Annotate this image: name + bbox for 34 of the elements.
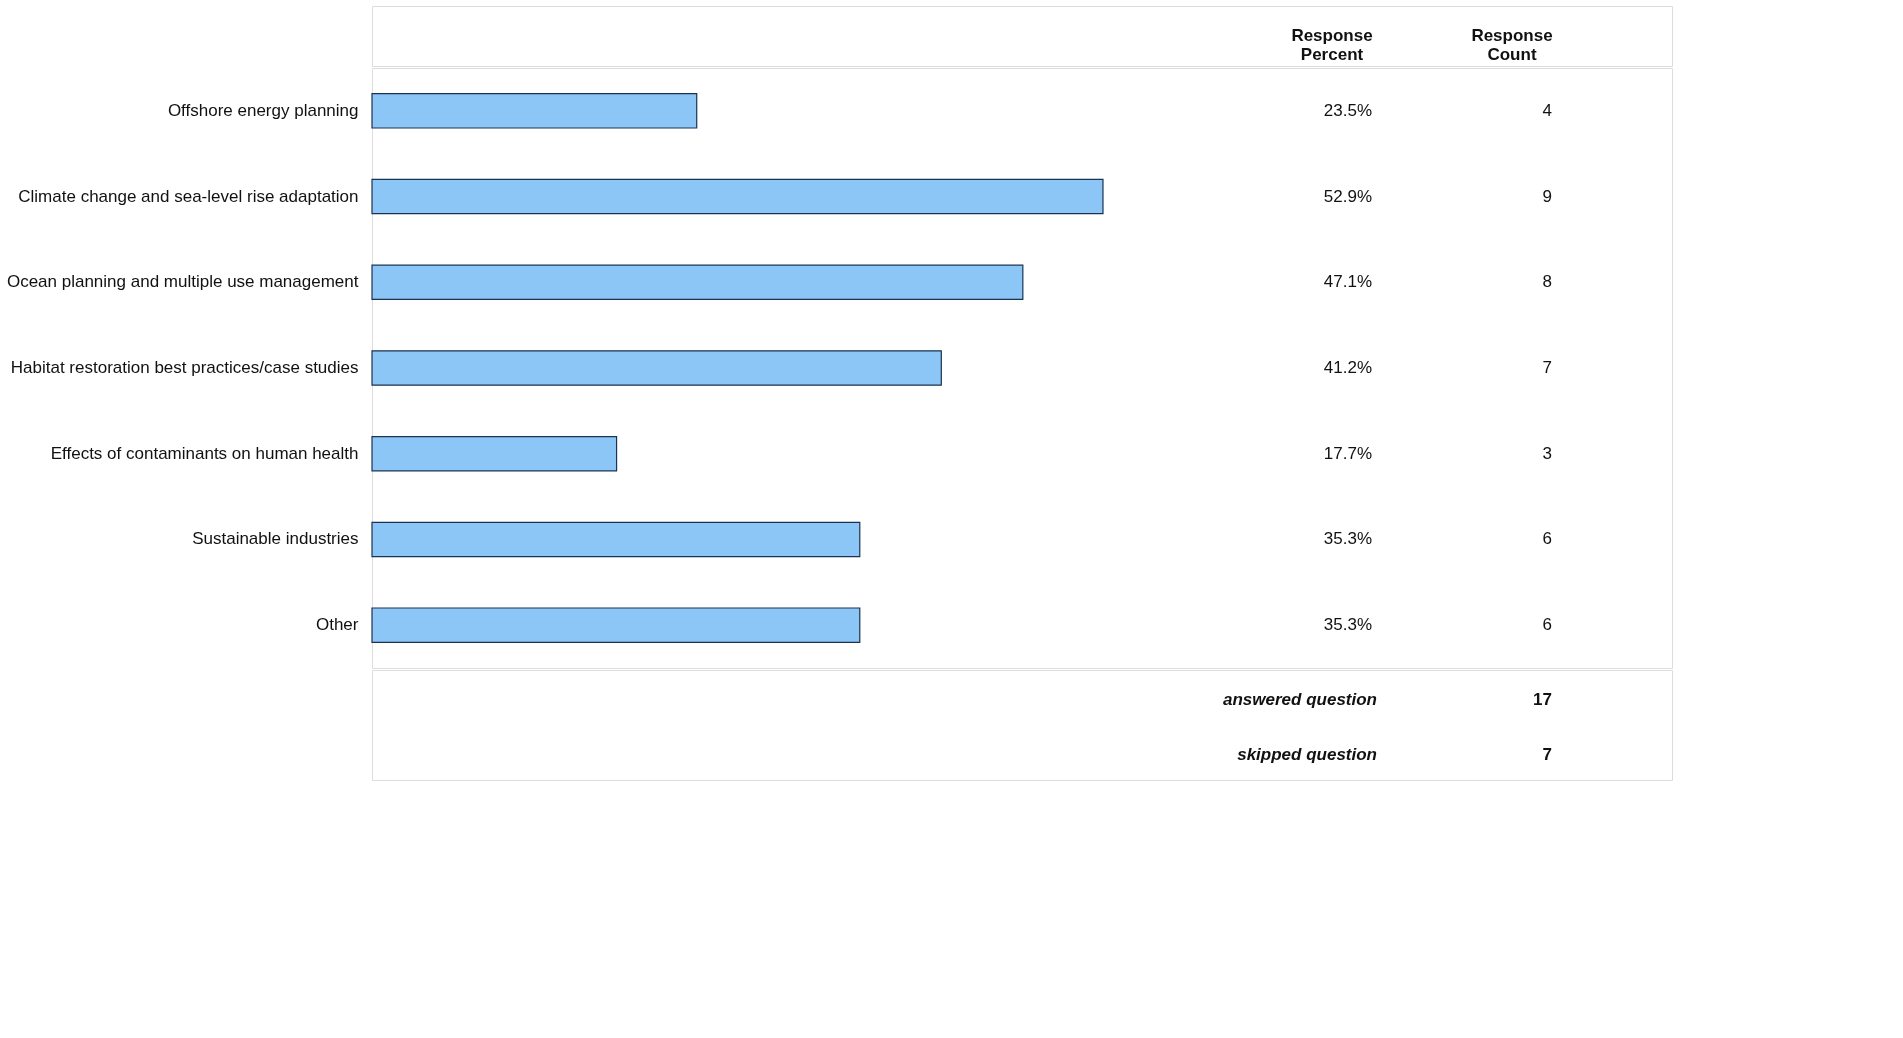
data-label: 17.7% [1323,443,1372,463]
text: 6 [1542,615,1552,635]
bar [371,264,1024,301]
y-tick-label: Offshore energy planning [167,100,359,120]
y-tick-label: Ocean planning and multiple use management [6,272,359,292]
data-label: 23.5% [1323,100,1372,120]
data-label: 35.3% [1323,529,1372,549]
y-tick-label: Effects of contaminants on human health [50,443,359,463]
bar [371,93,698,129]
data-label: 41.2% [1323,358,1372,377]
bar [371,607,861,643]
text: 8 [1542,272,1552,292]
text: 9 [1542,186,1552,206]
y-tick-label: Sustainable industries [192,529,359,549]
data-label: 52.9% [1323,186,1372,206]
text: answered question [1223,690,1377,709]
text: skipped question [1237,745,1377,764]
y-tick-label: Other [315,615,359,635]
y-tick-label: Climate change and sea-level rise adaptation [18,186,359,206]
data-label: 35.3% [1323,615,1372,635]
text: 3 [1542,443,1552,463]
data-label: 47.1% [1323,272,1372,292]
bar [371,350,942,386]
text: Response Count [1471,26,1553,64]
text: 17 [1533,690,1552,709]
text: Response Percent [1291,26,1373,64]
text: 7 [1542,745,1552,764]
text: 4 [1542,100,1552,120]
text: 7 [1542,358,1552,377]
text: 6 [1542,529,1552,549]
y-tick-label: Habitat restoration best practices/case studies [10,358,359,377]
bar [371,178,1104,215]
bar [371,435,618,472]
bar [371,521,861,558]
